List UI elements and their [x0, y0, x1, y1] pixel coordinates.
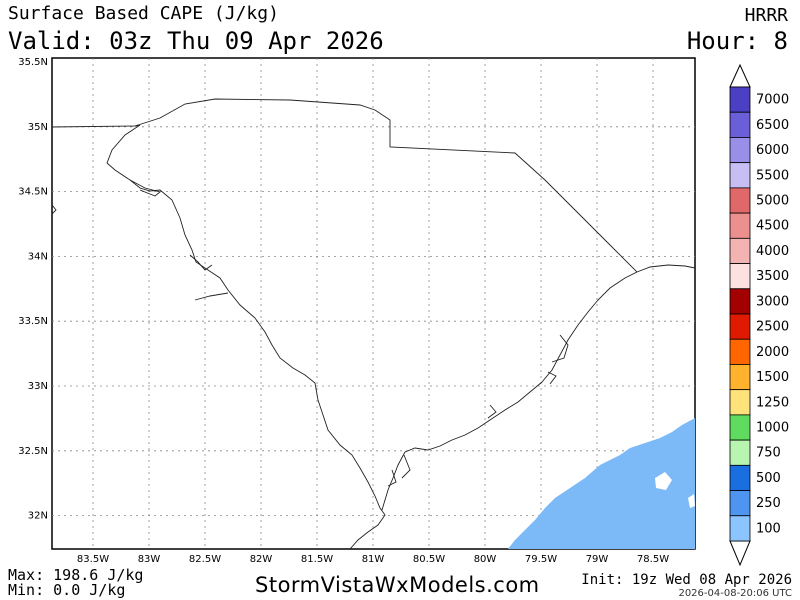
lat-label: 33N	[28, 381, 48, 392]
colorbar-swatch	[729, 338, 751, 365]
state-boundaries	[51, 98, 696, 550]
colorbar-swatch	[729, 111, 751, 138]
colorbar-label: 6000	[756, 143, 789, 158]
lon-label: 79.5W	[525, 554, 557, 565]
lat-label: 35N	[28, 122, 48, 133]
lat-label: 32N	[28, 511, 48, 522]
colorbar-top-arrow	[729, 63, 751, 88]
site-watermark: StormVistaWxModels.com	[255, 573, 540, 597]
colorbar-swatch	[729, 414, 751, 441]
colorbar-label: 4000	[756, 244, 789, 259]
colorbar-bottom-arrow	[729, 540, 751, 567]
forecast-hour: Hour: 8	[686, 27, 788, 55]
lon-label: 81.5W	[301, 554, 333, 565]
colorbar-swatch	[729, 313, 751, 340]
inlet-detail	[487, 404, 497, 419]
colorbar-swatch	[729, 212, 751, 239]
river-detail	[189, 254, 213, 271]
colorbar-swatch	[729, 86, 751, 113]
colorbar-label: 2500	[756, 320, 789, 335]
colorbar-swatch	[729, 237, 751, 264]
cape-shading	[508, 418, 695, 549]
inlet-detail	[547, 371, 557, 385]
latitude-labels: 35.5N 35N 34.5N 34N 33.5N 33N 32.5N 32N	[18, 57, 48, 522]
colorbar: 7000 6500 6000 5500 5000 4500 4000 3500 3000 2500…	[729, 63, 789, 567]
colorbar-swatch	[729, 364, 751, 391]
colorbar-swatch	[729, 162, 751, 189]
colorbar-label: 100	[756, 521, 781, 536]
lon-label: 83.5W	[77, 554, 109, 565]
colorbar-swatch	[729, 137, 751, 164]
cape-map: 83.5W 83W 82.5W 82W 81.5W 81W 80.5W 80W 79.5W 79W…	[18, 57, 789, 567]
colorbar-swatch	[729, 187, 751, 214]
inlet-detail	[551, 334, 569, 363]
lat-label: 35.5N	[18, 57, 48, 68]
min-value: Min: 0.0 J/kg	[8, 581, 126, 599]
lat-label: 34N	[28, 251, 48, 262]
lon-label: 79W	[586, 554, 609, 565]
colorbar-label: 250	[756, 496, 781, 511]
colorbar-swatch	[729, 288, 751, 315]
cape-hole	[688, 494, 695, 508]
colorbar-swatch	[729, 464, 751, 491]
colorbar-label: 6500	[756, 118, 789, 133]
cape-area-100	[508, 418, 695, 549]
inlet-detail	[401, 454, 411, 479]
colorbar-swatch	[729, 389, 751, 416]
max-value: Max: 198.6 J/kg	[8, 566, 144, 584]
border-detail	[51, 204, 57, 215]
colorbar-swatch	[729, 490, 751, 517]
colorbar-label: 1250	[756, 395, 789, 410]
lon-label: 81W	[362, 554, 385, 565]
colorbar-swatch	[729, 439, 751, 466]
lon-label: 82W	[250, 554, 273, 565]
generation-stamp: 2026-04-08-20:06 UTC	[678, 588, 792, 599]
colorbar-label: 3000	[756, 294, 789, 309]
lon-label: 80W	[474, 554, 497, 565]
lat-label: 32.5N	[18, 446, 48, 457]
colorbar-swatch	[729, 515, 751, 542]
sc-coast	[381, 271, 638, 511]
nc-coast	[636, 264, 696, 273]
colorbar-label: 3500	[756, 269, 789, 284]
valid-time: Valid: 03z Thu 09 Apr 2026	[8, 27, 384, 55]
colorbar-label: 4500	[756, 219, 789, 234]
nc-sc-border	[134, 98, 638, 273]
colorbar-label: 1000	[756, 421, 789, 436]
colorbar-label: 750	[756, 446, 781, 461]
lon-label: 83W	[138, 554, 161, 565]
map-frame	[51, 57, 696, 550]
lon-label: 80.5W	[413, 554, 445, 565]
colorbar-label: 5500	[756, 168, 789, 183]
init-time: Init: 19z Wed 08 Apr 2026	[581, 572, 792, 588]
colorbar-label: 7000	[756, 93, 789, 108]
lon-label: 82.5W	[189, 554, 221, 565]
model-name: HRRR	[744, 5, 788, 26]
colorbar-label: 500	[756, 471, 781, 486]
colorbar-label: 1500	[756, 370, 789, 385]
river-detail	[129, 179, 161, 197]
inlet-detail	[387, 469, 397, 487]
colorbar-swatch	[729, 263, 751, 290]
ga-sc-border	[106, 124, 386, 550]
lat-label: 34.5N	[18, 187, 48, 198]
lon-label: 78.5W	[637, 554, 669, 565]
lat-label: 33.5N	[18, 316, 48, 327]
longitude-labels: 83.5W 83W 82.5W 82W 81.5W 81W 80.5W 80W 79.5W 79W…	[77, 554, 669, 565]
chart-title: Surface Based CAPE (J/kg)	[8, 3, 279, 24]
river-detail	[194, 292, 229, 301]
colorbar-label: 5000	[756, 194, 789, 209]
colorbar-label: 2000	[756, 345, 789, 360]
cape-hole	[655, 472, 672, 490]
